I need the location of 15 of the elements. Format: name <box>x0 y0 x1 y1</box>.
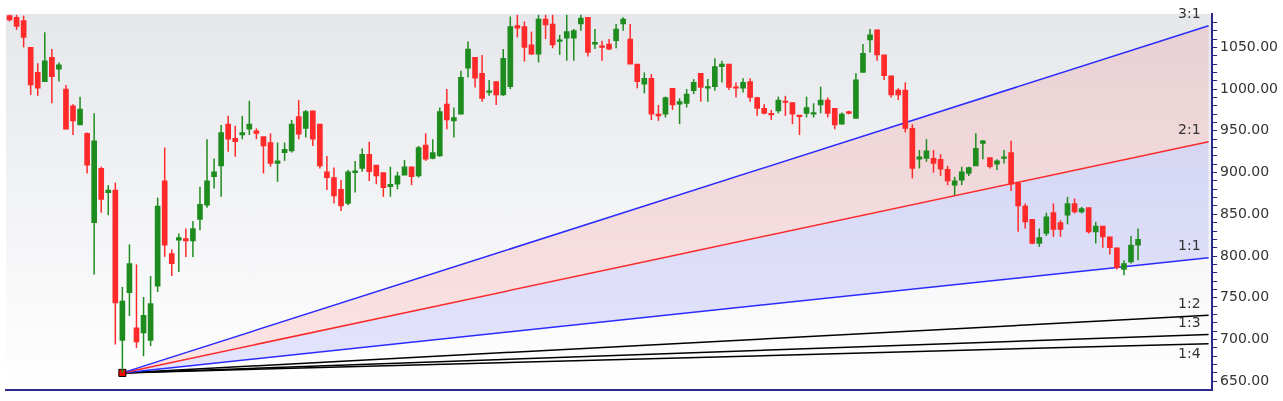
y-tick-label: 850.00 <box>1220 204 1270 221</box>
series-label: 3:1 <box>1178 5 1201 22</box>
y-tick-label: 1050.00 <box>1220 38 1279 55</box>
y-tick-label: 950.00 <box>1220 121 1270 138</box>
y-tick-label: 900.00 <box>1220 163 1270 180</box>
y-tick-label: 700.00 <box>1220 330 1270 347</box>
series-label: 1:1 <box>1178 237 1201 254</box>
series-label: 1:2 <box>1178 294 1201 311</box>
series-label: 1:3 <box>1178 314 1201 331</box>
y-tick-label: 750.00 <box>1220 288 1270 305</box>
y-tick-label: 650.00 <box>1220 371 1270 388</box>
y-tick-label: 1000.00 <box>1220 79 1279 96</box>
series-label: 2:1 <box>1178 121 1201 138</box>
series-label: 1:4 <box>1178 345 1201 362</box>
y-tick-label: 800.00 <box>1220 246 1270 263</box>
